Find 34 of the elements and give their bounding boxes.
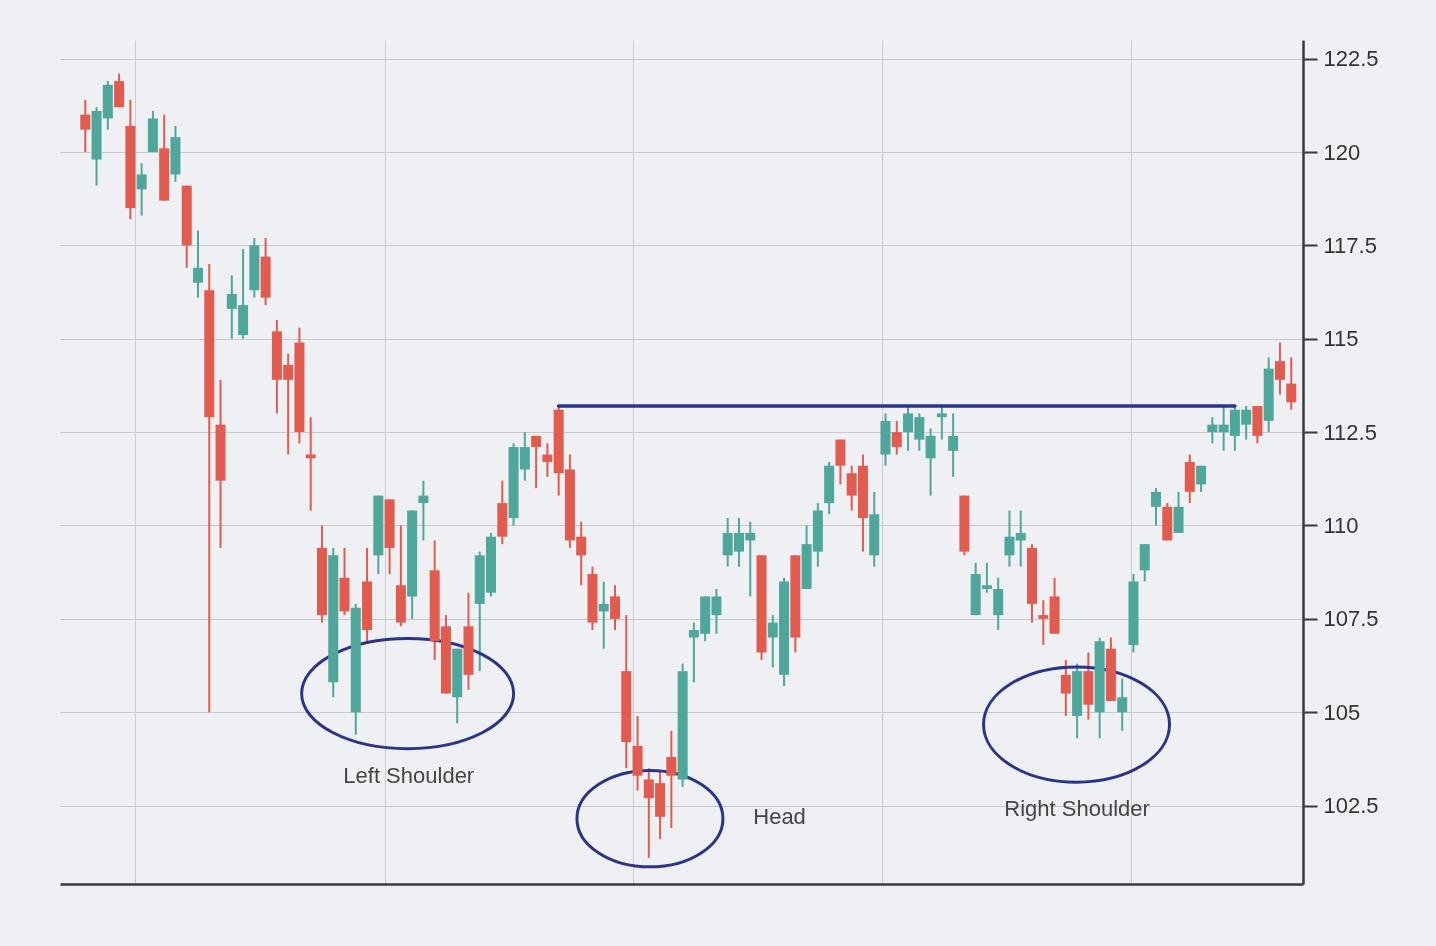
candlestick (1207, 416, 1218, 445)
candlestick (1286, 356, 1297, 411)
candlestick (1015, 509, 1026, 568)
annotation: Left Shoulder (343, 762, 475, 788)
candlestick (192, 229, 203, 299)
candlestick (418, 479, 429, 542)
candlestick (542, 442, 553, 478)
y-tick-label: 117.5 (1323, 232, 1377, 258)
candlestick (80, 98, 91, 154)
candlestick (136, 162, 147, 217)
annotation: Head (753, 803, 806, 829)
y-tick-label: 105 (1323, 699, 1361, 725)
candlestick (948, 412, 959, 478)
candlestick (1274, 341, 1285, 396)
y-tick-label: 110 (1323, 512, 1359, 538)
y-tick-label: 120 (1323, 139, 1361, 165)
y-tick-label: 115 (1323, 326, 1359, 352)
candlestick (610, 584, 620, 632)
y-tick-label: 107.5 (1323, 606, 1379, 632)
y-tick-label: 102.5 (1323, 793, 1379, 819)
candlestick (925, 427, 936, 497)
y-tick-label: 122.5 (1323, 46, 1379, 72)
annotation: Right Shoulder (1004, 796, 1150, 822)
candlestick (1038, 599, 1049, 646)
candlestick (1196, 464, 1207, 493)
candlestick (891, 419, 902, 456)
candlestick (1004, 509, 1015, 568)
candlestick (598, 580, 609, 650)
candlestick (531, 434, 542, 490)
candlestick (666, 729, 677, 829)
candlestick (1117, 677, 1128, 732)
candlestick (1060, 658, 1071, 717)
candlestick (1150, 487, 1161, 527)
y-tick-label: 112.5 (1323, 419, 1377, 445)
